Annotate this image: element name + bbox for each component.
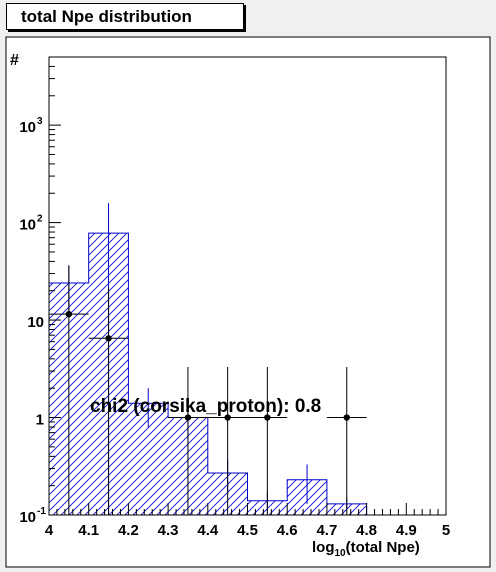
y-tick-label: 10 <box>27 314 44 331</box>
y-tick-exponent: 2 <box>37 214 43 225</box>
x-tick-label: 4 <box>45 522 54 539</box>
x-axis-label-sub: 10 <box>334 548 346 559</box>
data-point <box>184 414 192 421</box>
y-tick-label: 10 <box>19 509 36 526</box>
y-axis-label: # <box>10 52 19 69</box>
x-tick-label: 4.7 <box>316 522 337 539</box>
y-tick-label: 1 <box>36 412 44 429</box>
chi2-annotation: chi2 (corsika_proton): 0.8 <box>90 396 322 417</box>
data-point <box>65 310 73 318</box>
data-point <box>105 335 112 342</box>
x-axis-label-suffix: (total Npe) <box>345 539 420 556</box>
x-axis-label: log10(total Npe) <box>312 539 420 559</box>
x-tick-label: 5 <box>442 522 450 539</box>
y-tick-exponent: 3 <box>37 116 43 127</box>
chart-title-box: total Npe distribution <box>6 3 244 30</box>
data-point <box>224 414 231 421</box>
x-axis-label-prefix: log <box>312 539 335 556</box>
chart-title: total Npe distribution <box>21 6 192 26</box>
data-point <box>264 414 271 421</box>
x-tick-label: 4.9 <box>396 522 417 539</box>
histogram-outline <box>48 232 368 515</box>
x-tick-label: 4.4 <box>197 522 219 539</box>
x-tick-label: 4.5 <box>237 522 258 539</box>
y-tick-label: 10 <box>19 217 36 234</box>
y-tick-exponent: -1 <box>37 506 46 517</box>
x-tick-label: 4.8 <box>356 522 377 539</box>
x-tick-label: 4.3 <box>158 522 179 539</box>
y-tick-label: 10 <box>19 119 36 136</box>
data-point <box>343 414 350 421</box>
x-tick-label: 4.2 <box>118 522 139 539</box>
x-tick-label: 4.6 <box>277 522 298 539</box>
x-tick-label: 4.1 <box>78 522 99 539</box>
